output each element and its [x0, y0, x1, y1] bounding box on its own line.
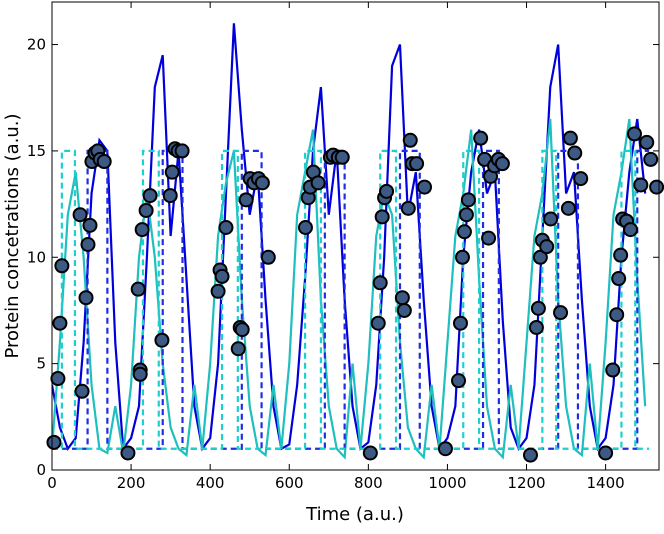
data-point	[254, 175, 270, 191]
data-point	[402, 132, 418, 148]
data-point	[310, 175, 326, 191]
data-point	[370, 315, 386, 331]
plot-points	[46, 126, 664, 463]
data-point	[142, 188, 158, 204]
x-tick-label: 1400	[587, 474, 625, 492]
data-point	[451, 373, 467, 389]
solid-line	[52, 118, 647, 460]
data-point	[396, 302, 412, 318]
data-point	[598, 445, 614, 461]
data-point	[649, 179, 664, 195]
plot-frame	[51, 1, 660, 471]
data-point	[613, 247, 629, 263]
x-tick-label: 800	[354, 474, 383, 492]
data-point	[120, 445, 136, 461]
y-axis-label: Protein concetrations (a.u.)	[2, 113, 23, 358]
data-point	[473, 130, 489, 146]
data-point	[454, 249, 470, 265]
data-point	[132, 366, 148, 382]
y-tick-label: 10	[27, 248, 46, 266]
data-point	[452, 315, 468, 331]
data-point	[611, 271, 627, 287]
plot-lines	[52, 23, 650, 460]
data-point	[238, 192, 254, 208]
data-point	[639, 134, 655, 150]
data-point	[379, 183, 395, 199]
data-point	[260, 249, 276, 265]
data-point	[437, 441, 453, 457]
data-point	[72, 207, 88, 223]
data-point	[234, 322, 250, 338]
data-point	[174, 143, 190, 159]
data-point	[626, 126, 642, 142]
data-point	[54, 258, 70, 274]
data-point	[164, 164, 180, 180]
data-point	[154, 332, 170, 348]
data-point	[52, 315, 68, 331]
data-point	[643, 151, 659, 167]
data-point	[605, 362, 621, 378]
x-tick-label: 200	[117, 474, 146, 492]
data-point	[573, 171, 589, 187]
y-tick-label: 0	[36, 461, 46, 479]
data-point	[609, 307, 625, 323]
data-point	[528, 319, 544, 335]
data-point	[543, 211, 559, 227]
data-point	[417, 179, 433, 195]
data-point	[522, 447, 538, 463]
x-tick-label: 0	[47, 474, 57, 492]
data-point	[96, 154, 112, 170]
data-point	[218, 219, 234, 235]
data-point	[334, 149, 350, 165]
data-point	[46, 434, 62, 450]
data-point	[78, 290, 94, 306]
data-point	[553, 305, 569, 321]
data-point	[50, 371, 66, 387]
data-point	[210, 283, 226, 299]
data-point	[539, 239, 555, 255]
data-point	[633, 177, 649, 193]
data-point	[362, 445, 378, 461]
data-point	[162, 188, 178, 204]
data-point	[400, 200, 416, 216]
data-point	[130, 281, 146, 297]
data-point	[409, 156, 425, 172]
data-point	[530, 300, 546, 316]
data-point	[134, 222, 150, 238]
data-point	[138, 202, 154, 218]
data-point	[458, 207, 474, 223]
x-tick-label: 1000	[428, 474, 466, 492]
y-tick-label: 5	[36, 355, 46, 373]
data-point	[82, 217, 98, 233]
dashed-line	[52, 149, 650, 450]
data-point	[460, 192, 476, 208]
data-point	[214, 268, 230, 284]
x-axis-label: Time (a.u.)	[305, 504, 404, 525]
data-point	[623, 222, 639, 238]
x-tick-label: 1200	[507, 474, 545, 492]
data-point	[567, 145, 583, 161]
y-tick-label: 15	[27, 142, 46, 160]
data-point	[532, 249, 548, 265]
data-point	[394, 290, 410, 306]
dashed-line	[52, 149, 650, 450]
data-point	[372, 275, 388, 291]
data-point	[481, 230, 497, 246]
data-point	[74, 383, 90, 399]
data-point	[494, 156, 510, 172]
data-point	[80, 237, 96, 253]
y-tick-label: 20	[27, 36, 46, 54]
data-point	[456, 224, 472, 240]
x-tick-label: 600	[275, 474, 304, 492]
data-point	[297, 219, 313, 235]
data-point	[374, 209, 390, 225]
x-tick-label: 400	[196, 474, 225, 492]
data-point	[230, 341, 246, 357]
data-point	[560, 200, 576, 216]
data-point	[562, 130, 578, 146]
